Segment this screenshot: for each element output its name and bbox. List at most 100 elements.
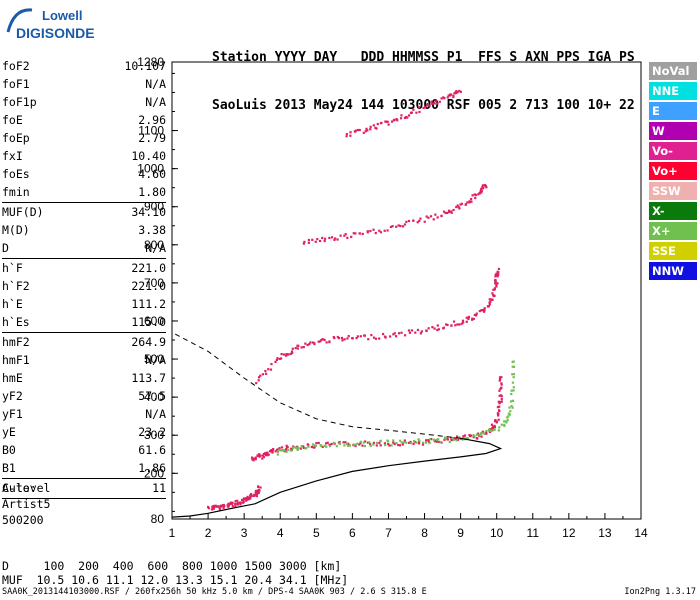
echo-point (364, 130, 367, 133)
echo-point (302, 446, 306, 450)
x-tick-label: 7 (385, 526, 392, 540)
param-value: N/A (145, 77, 166, 91)
param-separator (2, 258, 166, 259)
echo-point (444, 437, 447, 441)
echo-point (359, 440, 362, 443)
echo-point (452, 438, 455, 442)
echo-point (499, 387, 502, 391)
echo-point (286, 446, 289, 449)
echo-point (354, 443, 357, 446)
echo-point (291, 351, 294, 355)
echo-point (498, 379, 501, 382)
echo-point (497, 418, 500, 421)
echo-point (438, 440, 441, 443)
echo-point (343, 338, 346, 341)
echo-point (492, 426, 495, 429)
echo-point (393, 332, 396, 335)
param-separator (2, 332, 166, 333)
echo-point (345, 133, 349, 136)
echo-point (321, 236, 324, 240)
echo-point (478, 310, 481, 313)
echo-point (302, 445, 305, 448)
echo-point (257, 490, 260, 493)
echo-point (494, 275, 497, 278)
echo-point (418, 219, 421, 222)
echo-point (212, 504, 215, 508)
echo-point (332, 441, 335, 444)
param-row: foEp 2.79 (2, 129, 166, 147)
echo-point (379, 122, 383, 125)
echo-point (453, 92, 456, 95)
echo-point (249, 497, 252, 500)
echo-point (450, 93, 453, 96)
echo-point (238, 501, 242, 504)
echo-point (468, 201, 471, 204)
echo-point (506, 416, 509, 419)
echo-point (365, 127, 368, 130)
echo-point (294, 346, 297, 350)
param-value: 34.10 (131, 205, 166, 219)
echo-point (469, 434, 473, 437)
echo-point (416, 221, 419, 224)
echo-point (361, 444, 364, 447)
echo-point (425, 439, 428, 442)
echo-point (305, 447, 308, 450)
distance-row: D 100 200 400 600 800 1000 1500 3000 [km… (2, 559, 342, 573)
echo-point (512, 376, 515, 379)
legend-entry: NNE (649, 82, 697, 100)
echo-point (314, 240, 317, 243)
echo-point (507, 412, 510, 415)
echo-point (427, 216, 430, 219)
echo-point (422, 106, 425, 110)
echo-point (295, 446, 298, 450)
echo-point (369, 229, 372, 233)
echo-point (372, 336, 376, 339)
param-label: h`F2 (2, 279, 30, 293)
echo-point (394, 335, 398, 338)
echo-point (512, 365, 516, 369)
echo-point (498, 405, 501, 408)
logo-graphic: Lowell DIGISONDE (6, 8, 95, 41)
echo-point (252, 457, 255, 460)
echo-point (476, 432, 480, 435)
echo-point (398, 444, 402, 447)
echo-point (362, 441, 365, 444)
echo-point (415, 111, 418, 114)
echo-point (406, 116, 409, 119)
echo-point (471, 318, 474, 321)
param-row: yF1 N/A (2, 405, 166, 423)
echo-point (466, 437, 470, 440)
echo-point (456, 204, 459, 207)
echo-point (469, 197, 473, 201)
echo-point (307, 238, 310, 242)
y-tick-label: 500 (144, 352, 164, 366)
echo-point (407, 114, 411, 117)
legend-entry: Vo- (649, 142, 697, 160)
auto-label: Auto: (2, 481, 37, 495)
echo-point (206, 505, 210, 509)
param-value: 221.0 (131, 261, 166, 275)
y-tick-label: 800 (144, 238, 164, 252)
echo-point (414, 331, 417, 334)
echo-point (378, 441, 381, 445)
echo-point (313, 444, 316, 447)
echo-point (383, 229, 386, 232)
echo-point (410, 111, 413, 114)
echo-point (218, 506, 221, 509)
echo-point (276, 453, 279, 456)
program-version: Ion2Png 1.3.17 (624, 587, 696, 597)
echo-point (250, 493, 253, 496)
echo-point (480, 190, 483, 193)
echo-point (280, 352, 283, 356)
density-profile-solid (171, 437, 503, 518)
echo-point (258, 489, 261, 492)
echo-point (257, 491, 260, 494)
param-row: hmF1 N/A (2, 351, 166, 369)
echo-point (364, 440, 367, 443)
echo-point (503, 420, 506, 423)
echo-point (375, 444, 378, 447)
echo-point (473, 193, 476, 196)
echo-point (479, 190, 482, 193)
echo-point (414, 440, 417, 444)
echo-point (284, 449, 287, 452)
